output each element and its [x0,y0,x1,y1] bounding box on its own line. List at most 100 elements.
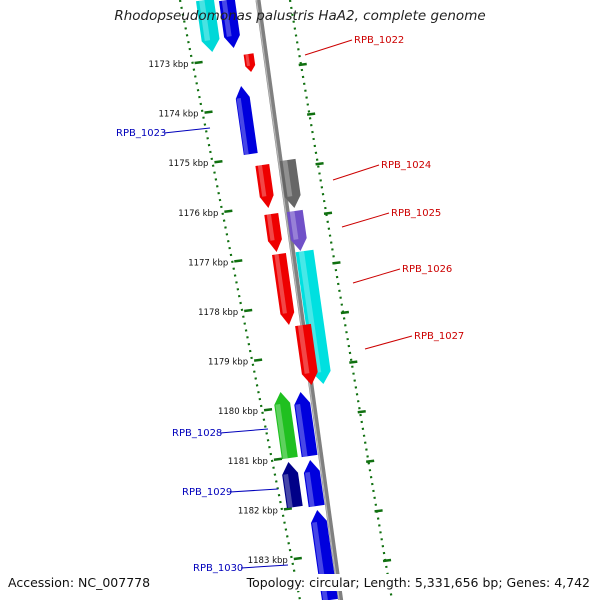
kbp-tick-left [253,358,263,362]
kbp-tick-left [283,507,293,511]
kbp-label: 1183 kbp [248,556,288,566]
gene-arrow[interactable] [274,392,298,460]
gene-label-leader [304,39,353,56]
kbp-tick-left [244,308,253,313]
gene-arrow-body [303,460,325,508]
gene-label-leader [341,212,390,228]
gene-arrow-shine [297,325,310,374]
gene-arrow-body [294,392,318,458]
gene-arrow-shine [236,98,249,155]
kbp-label: 1175 kbp [168,159,208,169]
gene-labels: RPB_1022 RPB_1023 RPB_1024 RPB_1025 RPB_1026… [116,35,464,574]
gene-label-leader [229,488,279,493]
gene-arrow[interactable] [264,213,282,252]
kbp-tick-right [357,409,366,414]
gene-label[interactable]: RPB_1029 [182,487,232,498]
gene-arrow-shine [298,251,322,373]
gene-arrow-body [282,462,303,509]
gene-arrow-shine [257,165,267,197]
gene-arrow-body [295,249,331,384]
kbp-scale: 1173 kbp 1174 kbp 1175 kbp 1176 kbp 1177 kbp… [149,60,392,566]
kbp-tick-right [349,360,358,364]
kbp-tick-right [323,211,333,216]
gene-arrow[interactable] [235,86,258,155]
gene-arrow[interactable] [282,462,303,509]
gene-label-leader [219,428,269,434]
gene-arrow-body [279,158,301,208]
accession-text: Accession: NC_007778 [6,574,153,591]
kbp-tick-left [293,556,302,561]
kbp-tick-right [382,558,392,563]
gene-label[interactable]: RPB_1026 [402,264,452,275]
kbp-tick-left [214,159,223,164]
gene-arrow-body [235,86,258,155]
gene-label[interactable]: RPB_1024 [381,160,431,171]
gene-arrow-shine [221,0,232,37]
gene-arrow-body [286,209,307,251]
gene-arrow-shine [266,214,275,241]
kbp-label: 1174 kbp [158,110,198,120]
kbp-tick-right [315,161,324,166]
kbp-label: 1173 kbp [149,60,189,70]
kbp-tick-left [263,407,273,412]
gene-features [196,0,338,600]
kbp-tick-right [340,310,350,315]
gene-label-leader [332,164,380,181]
gene-arrow[interactable] [279,158,301,208]
gene-arrow-body [264,213,282,252]
gene-label[interactable]: RPB_1027 [414,331,464,342]
gene-arrow-shine [199,0,211,41]
gene-label[interactable]: RPB_1023 [116,128,166,139]
gene-label-leader [364,335,413,350]
gene-arrow-shine [304,472,315,507]
kbp-tick-right [366,459,375,464]
gene-arrow-body [196,0,220,52]
gene-arrow[interactable] [255,164,274,208]
kbp-label: 1180 kbp [218,407,258,417]
topology-text: Topology: circular; Length: 5,331,656 bp… [244,574,592,591]
gene-label-leader [163,127,211,134]
gene-arrow[interactable] [196,0,220,52]
gene-arrow[interactable] [286,209,307,251]
gene-label[interactable]: RPB_1025 [391,208,441,219]
genome-backbone [255,0,344,600]
gene-arrow[interactable] [243,53,256,72]
gene-label[interactable]: RPB_1028 [172,428,222,439]
gene-arrow[interactable] [303,460,325,508]
gene-arrow-shine [283,474,293,508]
kbp-label: 1176 kbp [178,209,218,219]
kbp-tick-right [374,509,383,513]
kbp-label: 1182 kbp [238,506,278,516]
kbp-tick-left [194,60,203,65]
gene-label[interactable]: RPB_1022 [354,35,404,46]
kbp-tick-right [298,62,307,67]
gene-arrow[interactable] [294,392,318,458]
gene-arrow-shine [282,160,293,197]
kbp-tick-left [224,209,233,214]
gene-arrow-body [274,392,298,460]
gene-arrow-shine [275,404,288,459]
gene-arrow[interactable] [219,0,240,48]
gene-arrow-body [255,164,274,208]
gene-label-leader [240,564,289,569]
gene-label[interactable]: RPB_1030 [193,563,243,574]
gene-arrow[interactable] [272,253,295,325]
kbp-label: 1177 kbp [188,258,228,268]
kbp-tick-right [306,112,316,116]
backbone-highlight [255,0,340,600]
gene-arrow[interactable] [295,249,331,384]
kbp-tick-left [204,110,213,114]
gene-arrow-body [295,323,318,385]
kbp-tick-right [332,261,341,265]
gene-arrow-body [243,53,256,72]
kbp-label: 1179 kbp [208,358,248,368]
gene-arrow-body [272,253,295,325]
gene-arrow[interactable] [295,323,318,385]
gene-arrow-body [219,0,240,48]
kbp-tick-left [234,259,243,263]
kbp-label: 1178 kbp [198,308,238,318]
gene-arrow-shine [245,54,250,67]
kbp-tick-left [273,457,283,462]
